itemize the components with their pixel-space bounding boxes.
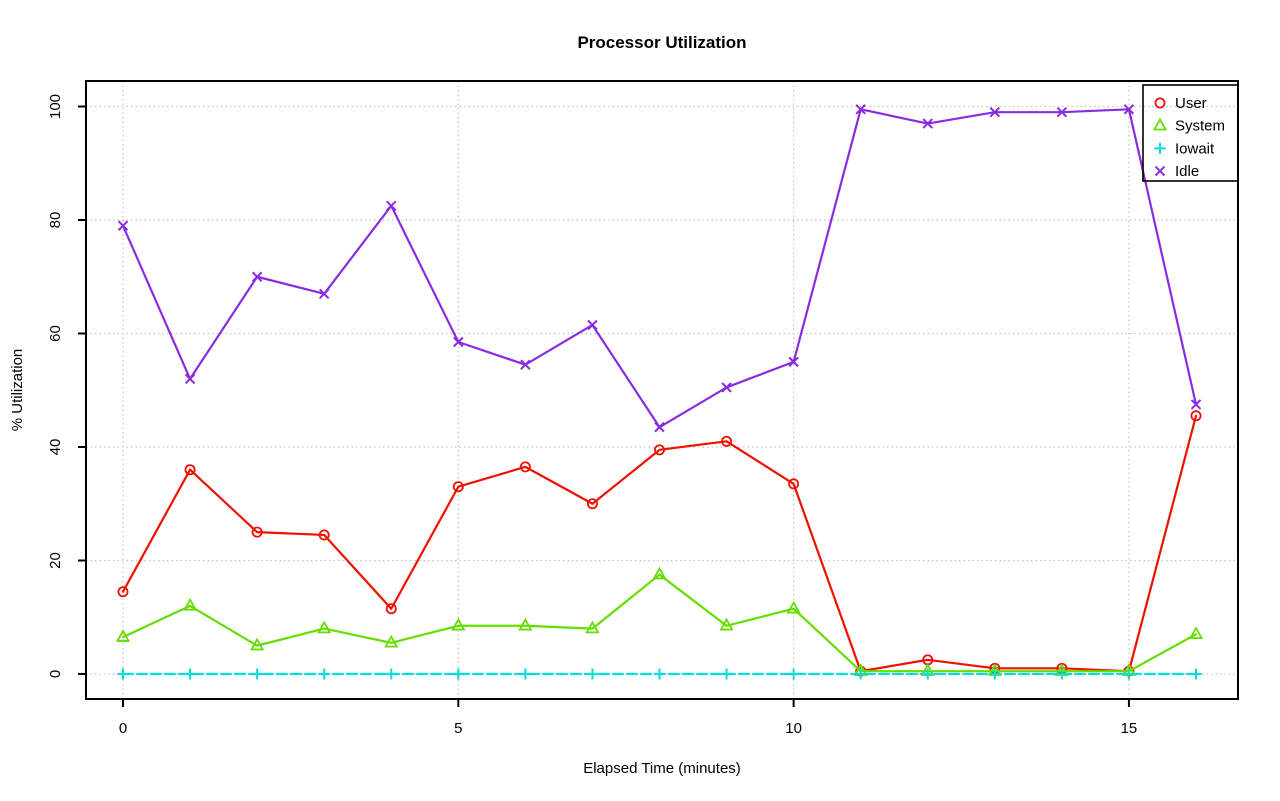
system-triangle-marker-icon bbox=[585, 620, 600, 634]
system-triangle-marker-icon bbox=[384, 634, 399, 648]
x-tick-label: 5 bbox=[454, 720, 462, 737]
series-layer bbox=[115, 104, 1204, 680]
user-circle-marker-icon bbox=[318, 529, 330, 541]
y-tick-label: 0 bbox=[47, 670, 64, 678]
series-user-line bbox=[121, 414, 1198, 673]
system-triangle-marker-icon bbox=[786, 600, 801, 614]
system-triangle-marker-icon bbox=[451, 617, 466, 631]
legend-label-user: User bbox=[1175, 95, 1207, 112]
user-circle-marker-icon bbox=[1190, 410, 1202, 422]
iowait-plus-marker-icon bbox=[788, 668, 800, 680]
series-idle bbox=[117, 104, 1202, 433]
x-axis-label: Elapsed Time (minutes) bbox=[583, 760, 741, 777]
idle-cross-marker-icon bbox=[386, 200, 397, 212]
iowait-plus-marker-icon bbox=[586, 668, 598, 680]
system-triangle-marker-icon bbox=[719, 617, 734, 631]
idle-cross-marker-icon bbox=[654, 421, 665, 433]
idle-cross-marker-icon bbox=[1190, 399, 1202, 410]
y-tick-label: 60 bbox=[47, 325, 64, 342]
system-triangle-marker-icon bbox=[317, 620, 332, 634]
idle-cross-marker-icon bbox=[989, 106, 1001, 118]
chart-title: Processor Utilization bbox=[577, 33, 746, 52]
idle-cross-marker-icon bbox=[1056, 106, 1068, 118]
iowait-plus-marker-icon bbox=[1123, 668, 1135, 680]
idle-cross-marker-icon bbox=[1123, 104, 1135, 115]
system-triangle-marker-icon bbox=[115, 629, 131, 642]
idle-cross-marker-icon bbox=[922, 118, 933, 129]
iowait-plus-marker-icon bbox=[922, 668, 934, 680]
idle-cross-marker-icon bbox=[184, 373, 196, 385]
x-tick-label: 0 bbox=[119, 720, 127, 737]
iowait-plus-marker-icon bbox=[989, 668, 1001, 680]
iowait-plus-marker-icon bbox=[855, 668, 867, 680]
legend-label-iowait: Iowait bbox=[1175, 140, 1215, 157]
idle-cross-marker-icon bbox=[855, 104, 866, 115]
x-tick-label: 10 bbox=[785, 720, 802, 737]
tick-labels: 0 5 10 15 0 20 40 60 80 100 bbox=[47, 94, 1137, 737]
legend-items: User System Iowait Idle bbox=[1152, 95, 1225, 180]
iowait-plus-marker-icon bbox=[251, 668, 263, 680]
iowait-plus-marker-icon bbox=[184, 668, 196, 680]
user-circle-marker-icon bbox=[654, 444, 666, 456]
legend-idle-marker-icon bbox=[1154, 165, 1166, 177]
iowait-plus-marker-icon bbox=[519, 668, 531, 680]
user-circle-marker-icon bbox=[519, 461, 531, 473]
iowait-plus-marker-icon bbox=[452, 668, 464, 680]
idle-cross-marker-icon bbox=[117, 220, 129, 231]
user-circle-marker-icon bbox=[251, 526, 263, 538]
iowait-plus-marker-icon bbox=[318, 668, 330, 680]
series-system-line bbox=[121, 573, 1198, 673]
legend-box bbox=[1142, 84, 1239, 182]
iowait-plus-marker-icon bbox=[654, 668, 665, 680]
user-circle-marker-icon bbox=[452, 481, 464, 493]
iowait-plus-marker-icon bbox=[1190, 668, 1202, 680]
x-tick-label: 15 bbox=[1121, 720, 1138, 737]
user-circle-marker-icon bbox=[586, 498, 598, 510]
y-tick-label: 80 bbox=[47, 212, 64, 229]
idle-cross-marker-icon bbox=[318, 288, 330, 299]
legend-user-marker-icon bbox=[1154, 97, 1166, 109]
idle-cross-marker-icon bbox=[721, 382, 732, 393]
series-idle-line bbox=[121, 108, 1198, 429]
y-tick-label: 20 bbox=[47, 552, 64, 569]
series-user bbox=[117, 410, 1202, 677]
idle-cross-marker-icon bbox=[251, 271, 263, 282]
plot-border bbox=[85, 80, 1239, 700]
system-triangle-marker-icon bbox=[1188, 626, 1204, 639]
legend-label-system: System bbox=[1175, 118, 1225, 135]
system-triangle-marker-icon bbox=[652, 566, 667, 580]
iowait-plus-marker-icon bbox=[385, 668, 397, 680]
iowait-plus-marker-icon bbox=[721, 668, 733, 680]
idle-cross-marker-icon bbox=[788, 356, 799, 368]
y-axis-label: % Utilization bbox=[9, 349, 26, 432]
legend-system-marker-icon bbox=[1152, 117, 1168, 131]
idle-cross-marker-icon bbox=[453, 336, 464, 348]
idle-cross-marker-icon bbox=[520, 359, 531, 370]
idle-cross-marker-icon bbox=[587, 319, 598, 331]
system-triangle-marker-icon bbox=[518, 617, 533, 631]
user-circle-marker-icon bbox=[385, 603, 397, 615]
user-circle-marker-icon bbox=[184, 464, 196, 476]
iowait-plus-marker-icon bbox=[117, 668, 129, 680]
legend: User System Iowait Idle bbox=[1142, 84, 1239, 182]
system-triangle-marker-icon bbox=[249, 637, 265, 651]
system-triangle-marker-icon bbox=[182, 597, 198, 611]
y-tick-label: 40 bbox=[47, 439, 64, 456]
legend-label-idle: Idle bbox=[1175, 163, 1199, 180]
series-system bbox=[115, 566, 1204, 676]
gridlines bbox=[86, 81, 1238, 699]
iowait-plus-marker-icon bbox=[1056, 668, 1068, 680]
legend-iowait-marker-icon bbox=[1154, 142, 1166, 154]
y-tick-label: 100 bbox=[47, 94, 64, 119]
axis-ticks bbox=[78, 105, 1130, 707]
series-iowait bbox=[117, 668, 1202, 680]
user-circle-marker-icon bbox=[788, 478, 800, 490]
user-circle-marker-icon bbox=[721, 435, 733, 447]
user-circle-marker-icon bbox=[117, 586, 129, 598]
